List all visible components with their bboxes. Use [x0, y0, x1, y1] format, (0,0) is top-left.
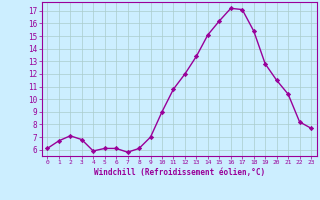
X-axis label: Windchill (Refroidissement éolien,°C): Windchill (Refroidissement éolien,°C) [94, 168, 265, 177]
